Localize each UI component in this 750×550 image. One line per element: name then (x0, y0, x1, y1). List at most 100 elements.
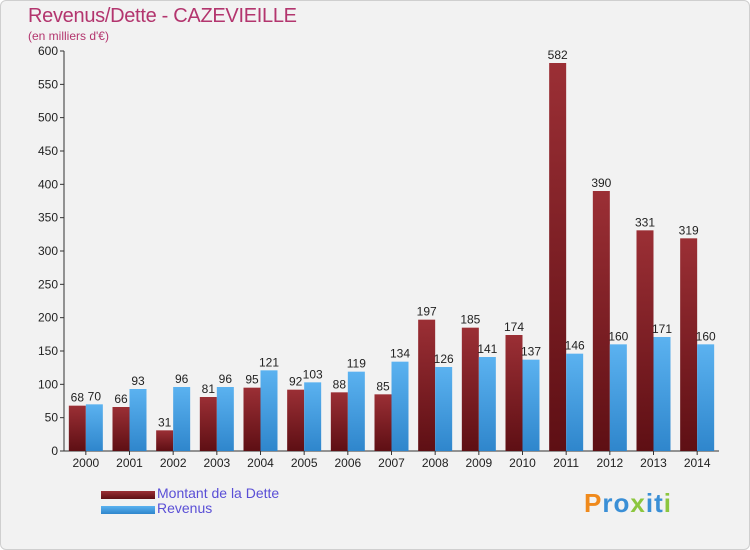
logo-letter: i (663, 488, 672, 518)
x-tick-label: 2000 (72, 456, 99, 470)
logo-letter: o (613, 488, 631, 518)
bar-debt (287, 389, 305, 451)
data-label-debt: 174 (504, 320, 524, 334)
data-label-revenue: 134 (390, 347, 410, 361)
data-label-revenue: 146 (565, 339, 585, 353)
data-label-revenue: 70 (88, 389, 102, 403)
y-tick-label: 300 (38, 244, 58, 258)
bar-debt (592, 191, 610, 451)
bar-debt (418, 319, 436, 451)
data-label-revenue: 171 (652, 322, 672, 336)
bar-revenue (609, 344, 627, 451)
data-label-revenue: 103 (303, 367, 323, 381)
data-label-debt: 81 (202, 382, 216, 396)
x-tick-label: 2009 (465, 456, 492, 470)
bar-revenue (435, 367, 453, 451)
legend-swatch-revenue (101, 506, 155, 514)
bar-revenue (522, 359, 540, 451)
bar-revenue (478, 357, 496, 451)
data-label-debt: 319 (679, 223, 699, 237)
bar-revenue (260, 370, 278, 451)
data-label-revenue: 119 (347, 357, 366, 371)
legend-label-debt: Montant de la Dette (157, 485, 280, 501)
y-tick-label: 250 (38, 277, 58, 291)
x-tick-label: 2013 (640, 456, 667, 470)
data-label-revenue: 96 (219, 372, 233, 386)
data-label-debt: 68 (71, 391, 85, 405)
x-tick-label: 2010 (509, 456, 536, 470)
chart-title: Revenus/Dette - CAZEVIEILLE (28, 5, 297, 27)
x-tick-label: 2004 (247, 456, 274, 470)
data-label-debt: 95 (245, 373, 259, 387)
proxiti-logo: Proxiti (584, 488, 672, 519)
bar-revenue (653, 337, 671, 451)
x-tick-label: 2007 (378, 456, 405, 470)
x-tick-label: 2008 (422, 456, 449, 470)
data-label-debt: 31 (158, 415, 172, 429)
logo-letter: i (645, 488, 655, 518)
data-label-debt: 390 (591, 176, 611, 190)
y-tick-label: 50 (45, 411, 59, 425)
bar-debt (112, 407, 130, 451)
data-label-revenue: 126 (434, 352, 454, 366)
bar-debt (199, 397, 217, 451)
data-label-debt: 331 (635, 215, 655, 229)
bar-revenue (391, 361, 409, 451)
x-tick-label: 2012 (596, 456, 623, 470)
bar-debt (156, 430, 174, 451)
data-label-debt: 85 (376, 379, 390, 393)
data-label-debt: 197 (417, 305, 437, 319)
logo-letter: r (602, 488, 614, 518)
y-tick-label: 350 (38, 211, 58, 225)
data-label-revenue: 160 (608, 329, 628, 343)
y-tick-label: 200 (38, 311, 58, 325)
x-tick-label: 2003 (203, 456, 230, 470)
bar-debt (549, 63, 567, 451)
y-tick-label: 500 (38, 111, 58, 125)
data-label-revenue: 141 (477, 342, 497, 356)
x-tick-label: 2001 (116, 456, 143, 470)
y-tick-label: 450 (38, 144, 58, 158)
bar-debt (330, 392, 348, 451)
x-tick-label: 2011 (553, 456, 579, 470)
y-tick-label: 550 (38, 77, 58, 91)
x-tick-label: 2014 (684, 456, 711, 470)
bar-debt (374, 394, 392, 451)
data-label-revenue: 96 (175, 372, 189, 386)
bar-revenue (566, 353, 584, 451)
y-tick-label: 150 (38, 344, 58, 358)
bar-revenue (697, 344, 715, 451)
bar-revenue (347, 371, 365, 451)
bar-debt (505, 335, 523, 451)
bar-debt (636, 230, 654, 451)
data-label-revenue: 93 (131, 374, 145, 388)
y-tick-label: 100 (38, 377, 58, 391)
x-tick-label: 2006 (334, 456, 361, 470)
logo-letter: P (584, 488, 603, 518)
bars (68, 63, 715, 451)
logo-letter: t (654, 488, 664, 518)
bar-revenue (85, 404, 103, 451)
bar-debt (243, 387, 261, 451)
bar-debt (680, 238, 698, 451)
data-label-revenue: 121 (259, 355, 279, 369)
bar-revenue (216, 387, 234, 451)
data-label-revenue: 137 (521, 345, 541, 359)
logo-letter: x (630, 488, 646, 518)
data-label-revenue: 160 (696, 329, 716, 343)
chart-subtitle: (en milliers d'€) (28, 29, 109, 43)
data-label-debt: 88 (333, 377, 347, 391)
x-tick-label: 2005 (291, 456, 318, 470)
y-tick-label: 0 (51, 444, 58, 458)
bar-debt (461, 327, 479, 451)
bar-revenue (129, 389, 147, 451)
legend-label-revenue: Revenus (157, 500, 213, 516)
x-tick-label: 2002 (160, 456, 187, 470)
bar-revenue (173, 387, 191, 451)
data-label-debt: 185 (460, 313, 480, 327)
bar-revenue (304, 382, 322, 451)
data-label-debt: 66 (114, 392, 128, 406)
